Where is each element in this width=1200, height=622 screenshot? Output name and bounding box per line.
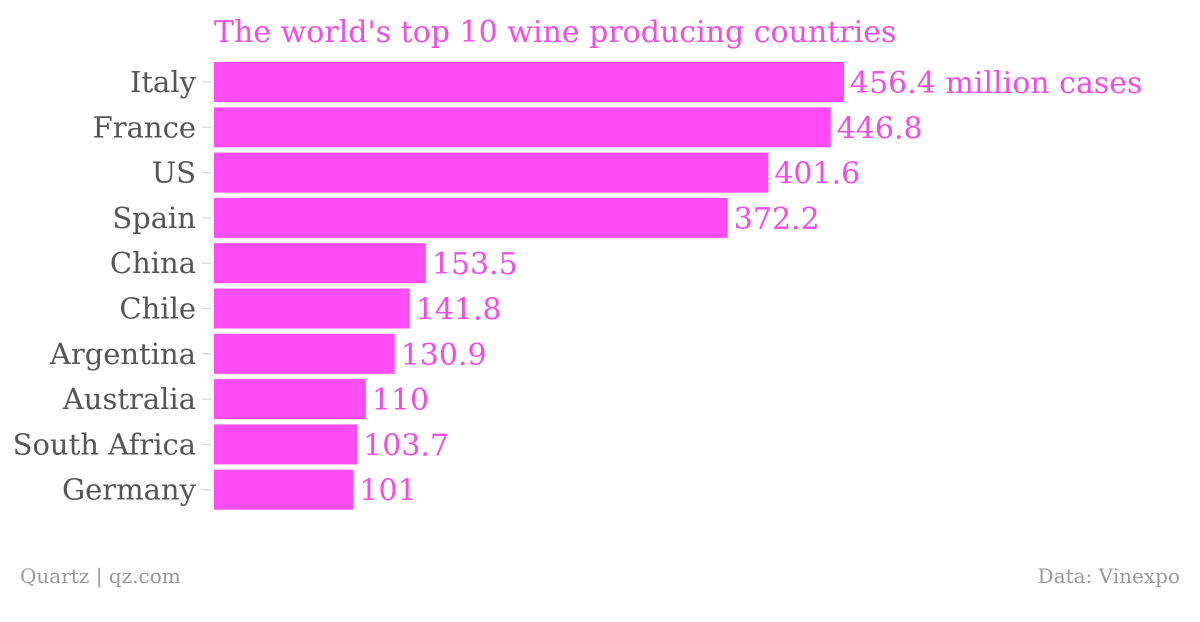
category-label: South Africa: [13, 427, 196, 461]
category-label: China: [110, 246, 196, 280]
bar-south-africa: [214, 424, 358, 465]
value-label: 446.8: [837, 111, 923, 146]
value-label: 401.6: [774, 157, 860, 192]
category-label: Italy: [130, 65, 197, 99]
bar-australia: [214, 379, 366, 420]
footer-source-left: Quartz | qz.com: [20, 564, 181, 589]
category-label: Spain: [112, 201, 196, 235]
bars: Italy 456.4 million cases France 446.8 US 401…: [13, 62, 1142, 510]
category-label: Germany: [62, 473, 197, 507]
category-label: US: [152, 156, 196, 190]
bar-china: [214, 243, 426, 284]
bar-us: [214, 152, 769, 193]
bar-chile: [214, 288, 410, 329]
category-label: Argentina: [49, 337, 196, 371]
value-label: 456.4 million cases: [850, 66, 1142, 101]
chart-title: The world's top 10 wine producing countr…: [214, 15, 896, 50]
bar-italy: [214, 62, 844, 102]
category-label: Chile: [119, 292, 196, 326]
value-label: 153.5: [432, 247, 518, 282]
bar-germany: [214, 469, 354, 510]
footer-source-right: Data: Vinexpo: [1038, 564, 1180, 588]
value-label: 372.2: [734, 202, 820, 237]
value-label: 130.9: [401, 338, 487, 373]
bar-france: [214, 107, 831, 148]
bar-argentina: [214, 333, 395, 374]
value-label: 101: [359, 474, 416, 509]
value-label: 110: [372, 383, 429, 418]
value-label: 103.7: [363, 428, 449, 463]
category-label: Australia: [62, 382, 196, 416]
value-label: 141.8: [416, 293, 502, 328]
category-label: France: [93, 110, 196, 144]
bar-spain: [214, 197, 728, 238]
